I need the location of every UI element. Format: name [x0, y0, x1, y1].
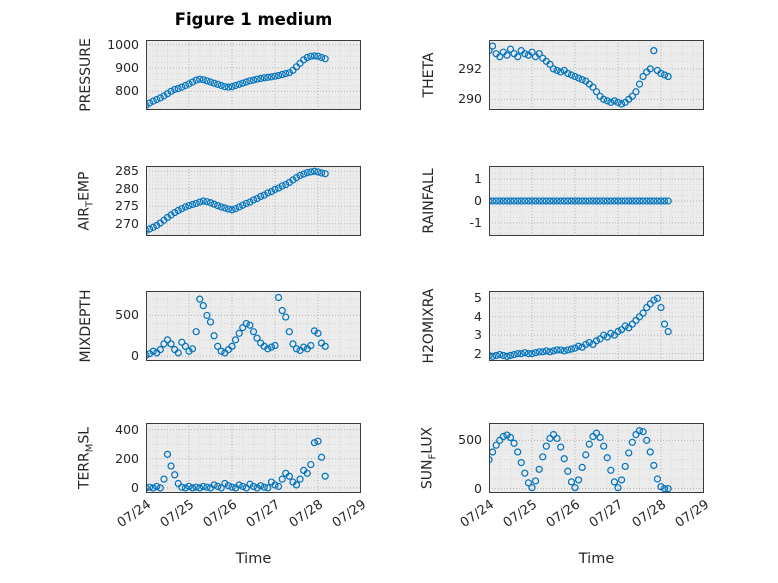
terr-msl-plot-area — [146, 423, 361, 493]
data-points — [489, 294, 672, 360]
mixdepth-plot-area — [146, 291, 361, 361]
x-tick-label: 07/24 — [457, 497, 498, 531]
x-tick-label: 07/24 — [114, 497, 155, 531]
y-tick-label: 280 — [115, 180, 139, 196]
y-tick-label: 0 — [131, 347, 139, 363]
pressure-plot-area — [146, 40, 361, 110]
y-tick-label: 4 — [474, 308, 482, 324]
subplot-h2omixra: H2OMIXRA 2 3 4 5 — [421, 289, 704, 364]
x-tick-label: 07/26 — [543, 497, 584, 531]
h2omixra-ylabel: H2OMIXRA — [421, 288, 437, 364]
x-tick-label: 07/25 — [500, 497, 541, 531]
y-tick-label: 0 — [131, 479, 139, 495]
data-points — [146, 437, 329, 492]
data-points — [489, 427, 672, 493]
xlabel-time-left: Time — [235, 551, 272, 567]
y-tick-label: 0 — [474, 480, 482, 496]
rainfall-plot-area — [489, 166, 704, 236]
y-tick-label: 500 — [115, 307, 139, 323]
y-tick-label: 200 — [115, 450, 139, 466]
terr-msl-ylabel: TERRMSL — [76, 426, 96, 490]
rainfall-ylabel: RAINFALL — [421, 168, 437, 234]
x-tick-label: 07/29 — [672, 497, 713, 531]
y-tick-label: 900 — [115, 59, 139, 75]
sun-flux-ylabel: SUNFLUX — [419, 426, 439, 490]
y-tick-label: 400 — [115, 421, 139, 437]
subplot-theta: THETA 290 292 — [421, 40, 704, 110]
x-tick-label: 07/25 — [157, 497, 198, 531]
y-tick-label: 3 — [474, 326, 482, 342]
y-tick-label: 292 — [458, 60, 482, 76]
y-tick-label: 285 — [115, 163, 139, 178]
theta-ylabel: THETA — [421, 52, 437, 98]
x-tick-label: 07/26 — [200, 497, 241, 531]
data-points — [146, 293, 329, 359]
h2omixra-plot-area — [489, 291, 704, 361]
subplot-mixdepth: MIXDEPTH 0 500 — [78, 290, 361, 362]
y-tick-label: -1 — [469, 214, 482, 230]
y-tick-label: 800 — [115, 83, 139, 99]
y-tick-label: 270 — [115, 215, 139, 231]
sun-flux-plot-area — [489, 423, 704, 493]
mixdepth-ylabel: MIXDEPTH — [78, 289, 94, 363]
y-tick-label: 1 — [474, 170, 482, 186]
subplot-rainfall: RAINFALL -1 0 1 — [421, 166, 704, 236]
x-tick-label: 07/28 — [629, 497, 670, 531]
data-points — [489, 42, 672, 108]
y-tick-label: 290 — [458, 91, 482, 107]
x-tick-label: 07/29 — [329, 497, 370, 531]
figure-title: Figure 1 medium — [174, 10, 333, 29]
y-tick-label: 2 — [474, 345, 482, 361]
y-tick-label: 500 — [458, 432, 482, 448]
data-points — [146, 52, 329, 109]
theta-plot-area — [489, 40, 704, 110]
pressure-ylabel: PRESSURE — [78, 38, 94, 112]
data-points — [489, 197, 672, 205]
subplot-air-temp: AIRTEMP 270 275 280 285 — [77, 164, 361, 236]
xlabel-time-right: Time — [578, 551, 615, 567]
air-temp-ylabel: AIRTEMP — [76, 171, 96, 231]
subplot-terr-msl: TERRMSL 0 200 400 07/24 07/25 07/26 07/27 07/28… — [77, 423, 369, 531]
x-tick-label: 07/28 — [286, 497, 327, 531]
air-temp-plot-area — [146, 166, 361, 236]
subplot-pressure: PRESSURE 800 900 1000 — [78, 38, 361, 112]
y-tick-label: 275 — [115, 198, 139, 213]
y-tick-label: 0 — [474, 192, 482, 208]
y-tick-label: 1000 — [107, 36, 139, 52]
x-tick-label: 07/27 — [586, 497, 627, 531]
y-tick-label: 5 — [474, 290, 482, 306]
x-tick-label: 07/27 — [243, 497, 284, 531]
data-points — [146, 167, 329, 235]
subplot-sun-flux: SUNFLUX 0 500 07/24 07/25 07/26 07/27 07/28 07/… — [420, 423, 712, 531]
